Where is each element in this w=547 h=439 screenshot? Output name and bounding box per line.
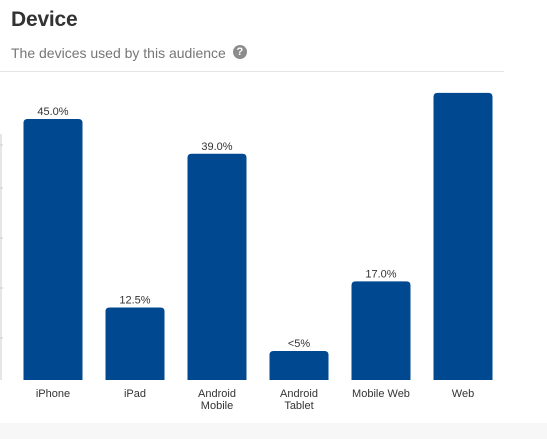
data-label: <5% bbox=[288, 338, 311, 350]
bar-ipad[interactable] bbox=[105, 307, 165, 381]
data-label: 45.0% bbox=[37, 106, 68, 118]
bar-mobile-web[interactable] bbox=[351, 281, 411, 380]
x-tick-label: Mobile bbox=[201, 400, 233, 412]
x-tick-label: Android bbox=[198, 388, 236, 400]
bar-android-tablet[interactable] bbox=[269, 351, 329, 380]
data-label: 49.5% bbox=[447, 90, 478, 92]
device-bar-chart: 45.0%iPhone12.5%iPad39.0%AndroidMobile<5… bbox=[0, 90, 493, 412]
x-tick-label: Tablet bbox=[284, 400, 313, 412]
bar-iphone[interactable] bbox=[23, 119, 83, 380]
x-tick-label: Android bbox=[280, 388, 318, 400]
x-tick-label: iPhone bbox=[36, 388, 70, 400]
data-label: 17.0% bbox=[365, 268, 396, 280]
help-circle-icon[interactable]: ? bbox=[232, 44, 247, 59]
x-tick-label: Mobile Web bbox=[352, 388, 410, 400]
subtitle: The devices used by this audience bbox=[11, 45, 226, 61]
bar-android-mobile[interactable] bbox=[187, 153, 247, 380]
bar-web[interactable] bbox=[433, 92, 493, 381]
header-divider bbox=[0, 71, 504, 72]
subtitle-row: The devices used by this audience ? bbox=[11, 44, 247, 61]
x-tick-label: Web bbox=[452, 388, 474, 400]
x-tick-label: iPad bbox=[124, 388, 146, 400]
bottom-strip bbox=[0, 423, 547, 439]
page-title: Device bbox=[11, 8, 78, 31]
data-label: 12.5% bbox=[119, 295, 150, 307]
data-label: 39.0% bbox=[201, 141, 232, 153]
